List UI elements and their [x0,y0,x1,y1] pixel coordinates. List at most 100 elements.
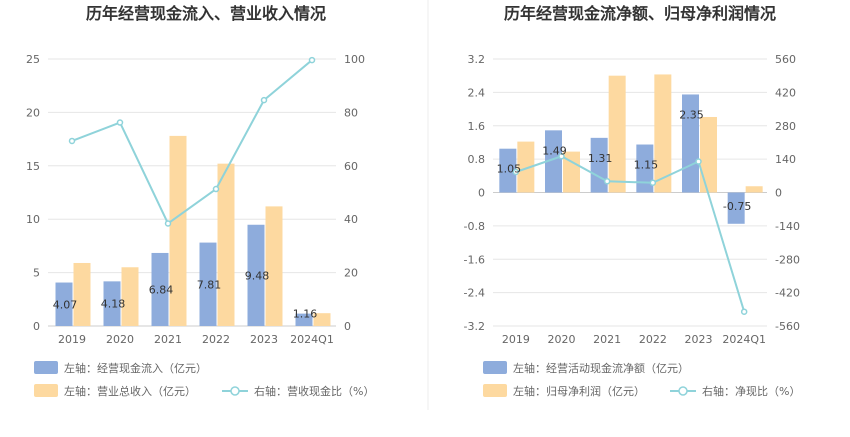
chart1-secondary-bar [121,267,139,326]
chart2-primary-bar [545,130,562,193]
chart1-x-tick-label: 2020 [106,333,134,346]
chart2-bar-data-label: 1.31 [588,152,613,165]
chart2-secondary-bar [517,141,535,193]
chart1-bar-data-label: 6.84 [149,283,174,296]
chart1-primary-bar [151,252,169,326]
chart2-right-tick-label: 280 [775,120,796,133]
chart2-bar-data-label: -0.75 [723,200,751,213]
chart1-left-tick-label: 10 [26,213,40,226]
chart2-right-tick-label: 140 [775,153,796,166]
chart1-legend-label-primary: 左轴：经营现金流入（亿元） [64,361,207,375]
chart2-right-tick-label: -140 [775,220,800,233]
chart2-ratio-point [740,308,748,315]
chart2-secondary-bar [745,186,763,193]
chart2-right-tick-label: 420 [775,86,796,99]
chart2-left-tick-label: 2.4 [468,86,486,99]
chart1-ratio-line [71,59,313,225]
chart2-primary-bar [590,137,608,193]
chart1-ratio-point [164,220,172,227]
chart1-bar-data-label: 1.16 [293,308,318,321]
chart2-title: 历年经营现金流净额、归母净利润情况 [504,4,776,23]
chart1-legend-label-secondary: 左轴：营业总收入（亿元） [64,384,196,398]
chart1-secondary-bar [217,163,235,326]
chart1-x-tick-label: 2022 [202,333,230,346]
chart2-ratio-point [558,153,565,160]
chart2-secondary-bar [563,151,580,193]
chart2-ratio-point [603,178,611,185]
chart2-ratio-line [515,155,746,312]
chart2-ratio-point [649,179,657,186]
chart1-right-tick-label: 100 [344,53,365,66]
chart1-left-tick-label: 15 [26,160,40,173]
chart1-secondary-bar [265,206,283,326]
chart1-right-tick-label: 40 [344,213,358,226]
chart2-bar-data-label: 2.35 [679,108,704,121]
chart1-primary-bar [55,282,73,326]
chart2-secondary-bar [700,116,717,193]
chart1-ratio-point [116,119,124,126]
chart1-right-tick-label: 20 [344,267,358,280]
chart2-right-tick-label: -280 [775,253,800,266]
chart2-left-tick-label: 1.6 [468,120,486,133]
chart2-legend-label-primary: 左轴：经营活动现金流净额（亿元） [513,361,689,375]
chart2-x-tick-label: 2020 [548,333,576,346]
chart2-right-tick-label: 0 [775,187,782,200]
chart2-bar-data-label: 1.15 [634,159,659,172]
chart1-bar-data-label: 9.48 [245,269,270,282]
chart2-legend-label-line: 右轴：净现比（%） [702,384,800,398]
chart1-x-tick-label: 2019 [58,333,86,346]
chart2-bar-data-label: 1.05 [497,163,522,176]
chart1-primary-bar [295,313,313,326]
chart1-legend-swatch-line-marker [230,386,240,396]
chart1-ratio-point [260,96,268,104]
chart2-legend-swatch-primary [483,361,507,374]
chart2-primary-bar [727,192,745,224]
chart1-secondary-bar [169,135,187,326]
chart2-legend-label-secondary: 左轴：归母净利润（亿元） [513,384,645,398]
chart2-secondary-bar [608,75,626,193]
chart2-legend-swatch-line-marker [678,386,688,396]
chart2-right-tick-label: 560 [775,53,796,66]
chart1-secondary-bar [313,313,331,326]
chart2-right-tick-label: -560 [775,320,800,333]
chart2-primary-bar [636,144,654,193]
chart2-x-tick-label: 2024Q1 [722,333,766,346]
chart1-x-tick-label: 2024Q1 [290,333,334,346]
chart2-left-tick-label: -2.4 [464,287,485,300]
chart1-right-tick-label: 0 [344,320,351,333]
chart1-title: 历年经营现金流入、营业收入情况 [86,4,326,23]
chart1-ratio-point [68,137,76,145]
chart2-left-tick-label: 0 [478,187,485,200]
chart2-left-tick-label: -3.2 [464,320,485,333]
chart1-primary-bar [103,281,121,326]
chart1-left-tick-label: 20 [26,106,40,119]
chart2-primary-bar [499,148,517,193]
chart2-x-tick-label: 2023 [685,333,713,346]
chart1-left-tick-label: 0 [33,320,40,333]
chart1-legend-swatch-primary [34,361,58,374]
chart1-ratio-point [308,56,316,64]
chart1-bar-data-label: 4.07 [53,298,78,311]
chart1-legend-label-line: 右轴：营收现金比（%） [254,384,374,398]
chart1-right-tick-label: 80 [344,106,358,119]
chart2-legend-swatch-secondary [483,384,507,397]
chart1-legend-swatch-secondary [34,384,58,397]
chart1-ratio-point [212,185,220,193]
chart2-secondary-bar [654,74,672,193]
chart2-right-tick-label: -420 [775,287,800,300]
chart1-x-tick-label: 2023 [250,333,278,346]
chart2-x-tick-label: 2019 [502,333,530,346]
chart2-ratio-point [695,158,702,165]
chart2-left-tick-label: 0.8 [468,153,486,166]
chart2-ratio-point [512,168,520,176]
chart2-left-tick-label: -0.8 [464,220,485,233]
chart2-x-tick-label: 2022 [639,333,667,346]
chart2-left-tick-label: 3.2 [468,53,486,66]
chart1-primary-bar [199,242,217,326]
chart2-bar-data-label: 1.49 [542,144,567,157]
chart2-x-tick-label: 2021 [593,333,621,346]
chart1-secondary-bar [73,262,91,326]
chart1-primary-bar [247,224,265,326]
